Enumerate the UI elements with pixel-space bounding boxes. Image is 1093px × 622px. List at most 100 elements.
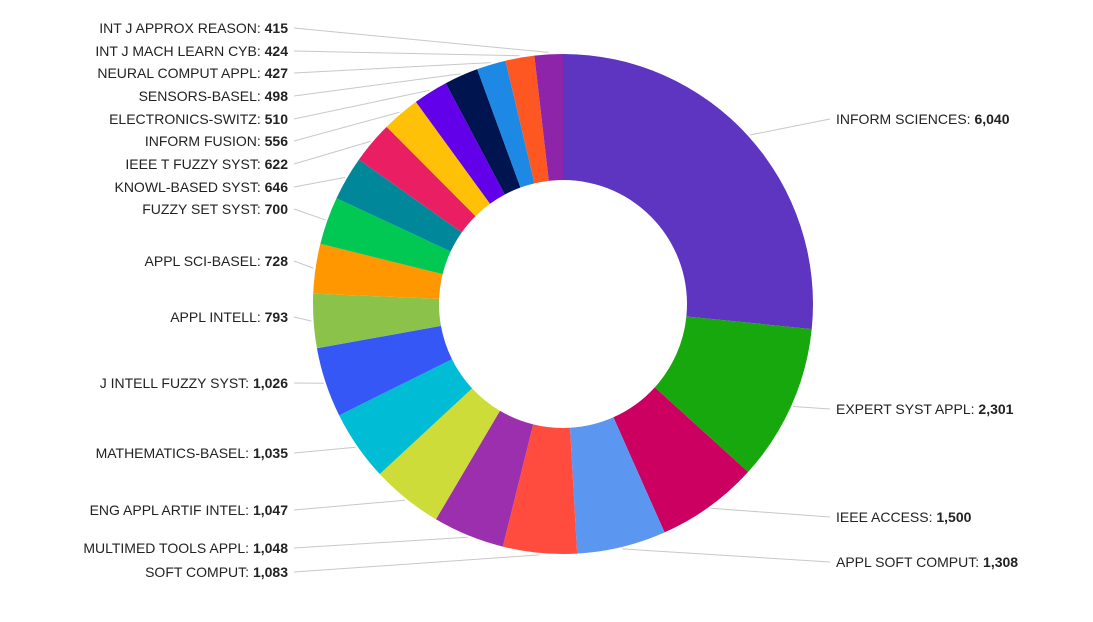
slice-appl-intell[interactable] (313, 293, 441, 349)
slice-inform-fusion[interactable] (386, 101, 491, 217)
labels-group: INFORM SCIENCES: 6,040 EXPERT SYST APPL: … (83, 20, 1018, 580)
label-value: 646 (265, 179, 289, 195)
slice-soft-comput[interactable] (502, 424, 578, 554)
slice-expert-syst-appl[interactable] (654, 316, 812, 473)
label-value: 556 (265, 133, 289, 149)
slice-ieee-access[interactable] (613, 387, 749, 533)
label-category: APPL INTELL: (170, 309, 264, 325)
label-ieee-t-fuzzy-syst: IEEE T FUZZY SYST: 622 (125, 156, 288, 172)
leader-line-multimed-tools-appl (293, 536, 468, 549)
label-value: 510 (265, 111, 289, 127)
label-value: 1,083 (253, 564, 288, 580)
leader-line-soft-comput (293, 554, 540, 573)
label-eng-appl-artif-intel: ENG APPL ARTIF INTEL: 1,047 (90, 502, 289, 518)
label-value: 6,040 (974, 111, 1009, 127)
slice-appl-soft-comput[interactable] (570, 417, 665, 554)
label-value: 415 (265, 20, 289, 36)
label-int-j-approx-reason: INT J APPROX REASON: 415 (99, 20, 288, 36)
label-inform-fusion: INFORM FUSION: 556 (145, 133, 288, 149)
label-appl-sci-basel: APPL SCI-BASEL: 728 (145, 253, 289, 269)
label-inform-sciences: INFORM SCIENCES: 6,040 (836, 111, 1010, 127)
leader-line-inform-sciences (749, 118, 831, 136)
label-sensors-basel: SENSORS-BASEL: 498 (139, 88, 289, 104)
slice-knowl-based-syst[interactable] (336, 159, 462, 252)
label-neural-comput-appl: NEURAL COMPUT APPL: 427 (97, 65, 288, 81)
label-value: 1,035 (253, 445, 288, 461)
slice-ieee-t-fuzzy-syst[interactable] (358, 126, 476, 233)
label-category: INFORM FUSION: (145, 133, 265, 149)
label-j-intell-fuzzy-syst: J INTELL FUZZY SYST: 1,026 (100, 375, 289, 391)
label-category: J INTELL FUZZY SYST: (100, 375, 253, 391)
slice-int-j-approx-reason[interactable] (534, 54, 563, 181)
label-multimed-tools-appl: MULTIMED TOOLS APPL: 1,048 (83, 540, 288, 556)
leader-line-int-j-mach-learn-cyb (293, 50, 520, 57)
leader-line-mathematics-basel (293, 446, 356, 454)
label-value: 424 (265, 43, 289, 59)
label-category: INFORM SCIENCES: (836, 111, 974, 127)
label-category: MULTIMED TOOLS APPL: (83, 540, 253, 556)
slice-fuzzy-set-syst[interactable] (320, 198, 451, 275)
label-category: NEURAL COMPUT APPL: (97, 65, 264, 81)
label-value: 622 (265, 156, 289, 172)
label-value: 1,047 (253, 502, 288, 518)
leader-line-expert-syst-appl (793, 405, 831, 410)
leader-line-neural-comput-appl (293, 62, 491, 74)
leader-line-inform-fusion (293, 111, 400, 142)
label-category: KNOWL-BASED SYST: (114, 179, 264, 195)
label-value: 1,308 (983, 554, 1018, 570)
leader-line-electronics-switz (293, 89, 430, 120)
label-category: FUZZY SET SYST: (142, 201, 264, 217)
leader-line-fuzzy-set-syst (293, 208, 326, 221)
label-mathematics-basel: MATHEMATICS-BASEL: 1,035 (96, 445, 289, 461)
slice-int-j-mach-learn-cyb[interactable] (505, 55, 549, 184)
slice-j-intell-fuzzy-syst[interactable] (316, 325, 452, 416)
label-int-j-mach-learn-cyb: INT J MACH LEARN CYB: 424 (95, 43, 288, 59)
label-value: 1,500 (936, 509, 971, 525)
leader-line-appl-sci-basel (293, 260, 314, 269)
label-value: 1,026 (253, 375, 288, 391)
label-category: IEEE T FUZZY SYST: (125, 156, 264, 172)
label-expert-syst-appl: EXPERT SYST APPL: 2,301 (836, 401, 1014, 417)
label-category: IEEE ACCESS: (836, 509, 936, 525)
label-category: APPL SCI-BASEL: (145, 253, 265, 269)
label-appl-soft-comput: APPL SOFT COMPUT: 1,308 (836, 554, 1018, 570)
label-category: INT J APPROX REASON: (99, 20, 264, 36)
leader-line-ieee-t-fuzzy-syst (293, 140, 371, 165)
label-category: ENG APPL ARTIF INTEL: (90, 502, 253, 518)
label-electronics-switz: ELECTRONICS-SWITZ: 510 (109, 111, 288, 127)
label-value: 498 (265, 88, 289, 104)
label-value: 2,301 (978, 401, 1013, 417)
leader-line-eng-appl-artif-intel (293, 499, 405, 511)
slice-inform-sciences[interactable] (563, 54, 813, 330)
leader-line-int-j-approx-reason (293, 27, 549, 53)
label-knowl-based-syst: KNOWL-BASED SYST: 646 (114, 179, 288, 195)
slice-multimed-tools-appl[interactable] (435, 410, 534, 547)
label-category: SENSORS-BASEL: (139, 88, 265, 104)
label-ieee-access: IEEE ACCESS: 1,500 (836, 509, 972, 525)
leader-line-appl-intell (293, 316, 312, 322)
label-soft-comput: SOFT COMPUT: 1,083 (145, 564, 288, 580)
slice-sensors-basel[interactable] (445, 69, 521, 195)
label-appl-intell: APPL INTELL: 793 (170, 309, 288, 325)
leader-lines-group (293, 27, 831, 573)
leader-line-sensors-basel (293, 73, 461, 97)
slice-neural-comput-appl[interactable] (477, 60, 535, 188)
leader-line-knowl-based-syst (293, 176, 346, 188)
slice-electronics-switz[interactable] (415, 83, 505, 204)
label-value: 427 (265, 65, 289, 81)
slice-appl-sci-basel[interactable] (313, 243, 443, 299)
leader-line-appl-soft-comput (622, 548, 831, 563)
slices-group (313, 54, 813, 554)
label-value: 793 (265, 309, 289, 325)
slice-eng-appl-artif-intel[interactable] (379, 388, 500, 520)
label-value: 728 (265, 253, 289, 269)
label-category: APPL SOFT COMPUT: (836, 554, 983, 570)
slice-mathematics-basel[interactable] (339, 359, 473, 475)
label-value: 1,048 (253, 540, 288, 556)
label-category: ELECTRONICS-SWITZ: (109, 111, 265, 127)
label-category: SOFT COMPUT: (145, 564, 253, 580)
label-value: 700 (265, 201, 289, 217)
label-category: INT J MACH LEARN CYB: (95, 43, 264, 59)
label-fuzzy-set-syst: FUZZY SET SYST: 700 (142, 201, 288, 217)
